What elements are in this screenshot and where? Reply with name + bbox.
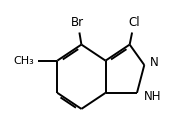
Text: Br: Br	[71, 16, 84, 29]
Text: NH: NH	[144, 90, 162, 103]
Text: CH₃: CH₃	[14, 56, 34, 66]
Text: N: N	[150, 56, 159, 69]
Text: Cl: Cl	[128, 16, 140, 29]
